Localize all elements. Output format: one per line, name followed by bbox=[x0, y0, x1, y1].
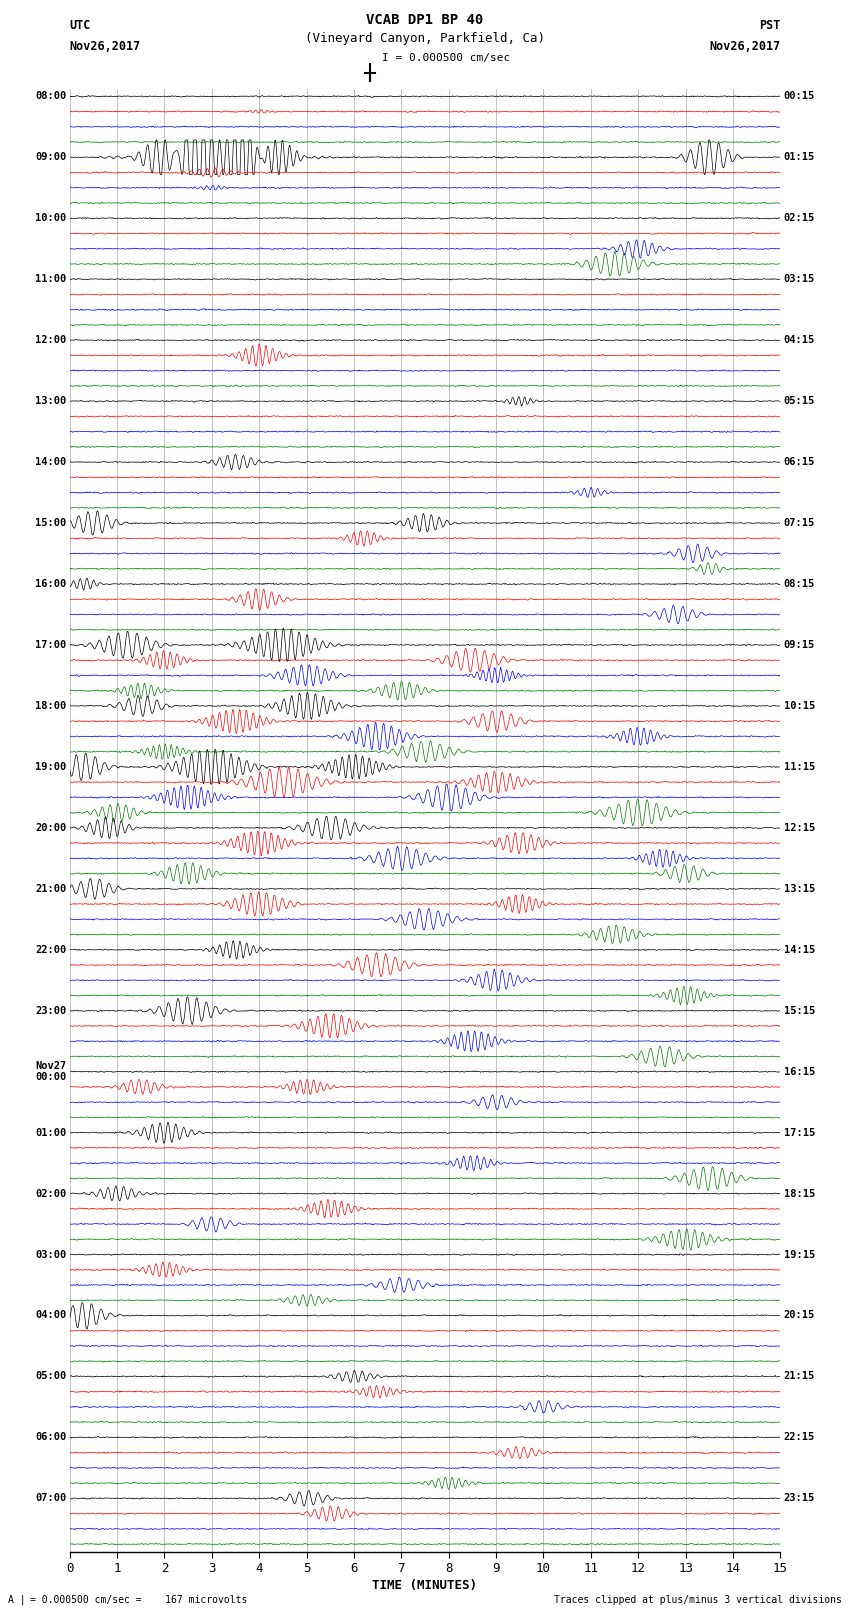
Text: 06:00: 06:00 bbox=[35, 1432, 66, 1442]
Text: 18:00: 18:00 bbox=[35, 702, 66, 711]
Text: 05:15: 05:15 bbox=[784, 397, 815, 406]
Text: 12:00: 12:00 bbox=[35, 336, 66, 345]
Text: Nov26,2017: Nov26,2017 bbox=[709, 40, 780, 53]
Text: 22:00: 22:00 bbox=[35, 945, 66, 955]
Text: 19:00: 19:00 bbox=[35, 761, 66, 773]
Text: 17:00: 17:00 bbox=[35, 640, 66, 650]
Text: 21:00: 21:00 bbox=[35, 884, 66, 894]
Text: 23:00: 23:00 bbox=[35, 1005, 66, 1016]
Text: 08:15: 08:15 bbox=[784, 579, 815, 589]
Text: 16:00: 16:00 bbox=[35, 579, 66, 589]
Text: 07:00: 07:00 bbox=[35, 1494, 66, 1503]
Text: 04:15: 04:15 bbox=[784, 336, 815, 345]
Text: 06:15: 06:15 bbox=[784, 456, 815, 468]
Text: (Vineyard Canyon, Parkfield, Ca): (Vineyard Canyon, Parkfield, Ca) bbox=[305, 32, 545, 45]
Text: 02:15: 02:15 bbox=[784, 213, 815, 223]
Text: A |: A | bbox=[8, 1594, 26, 1605]
X-axis label: TIME (MINUTES): TIME (MINUTES) bbox=[372, 1579, 478, 1592]
Text: 23:15: 23:15 bbox=[784, 1494, 815, 1503]
Text: 15:15: 15:15 bbox=[784, 1005, 815, 1016]
Text: 01:15: 01:15 bbox=[784, 152, 815, 163]
Text: 02:00: 02:00 bbox=[35, 1189, 66, 1198]
Text: 21:15: 21:15 bbox=[784, 1371, 815, 1381]
Text: 00:15: 00:15 bbox=[784, 92, 815, 102]
Text: 13:15: 13:15 bbox=[784, 884, 815, 894]
Text: 03:00: 03:00 bbox=[35, 1250, 66, 1260]
Text: 20:00: 20:00 bbox=[35, 823, 66, 832]
Text: 12:15: 12:15 bbox=[784, 823, 815, 832]
Text: 10:15: 10:15 bbox=[784, 702, 815, 711]
Text: 17:15: 17:15 bbox=[784, 1127, 815, 1137]
Text: Traces clipped at plus/minus 3 vertical divisions: Traces clipped at plus/minus 3 vertical … bbox=[553, 1595, 842, 1605]
Text: 09:00: 09:00 bbox=[35, 152, 66, 163]
Text: Nov27
00:00: Nov27 00:00 bbox=[35, 1061, 66, 1082]
Text: = 0.000500 cm/sec =    167 microvolts: = 0.000500 cm/sec = 167 microvolts bbox=[30, 1595, 247, 1605]
Text: VCAB DP1 BP 40: VCAB DP1 BP 40 bbox=[366, 13, 484, 27]
Text: 22:15: 22:15 bbox=[784, 1432, 815, 1442]
Text: PST: PST bbox=[759, 19, 780, 32]
Text: 16:15: 16:15 bbox=[784, 1066, 815, 1076]
Text: 09:15: 09:15 bbox=[784, 640, 815, 650]
Text: I = 0.000500 cm/sec: I = 0.000500 cm/sec bbox=[382, 53, 511, 63]
Text: 13:00: 13:00 bbox=[35, 397, 66, 406]
Text: 11:00: 11:00 bbox=[35, 274, 66, 284]
Text: 08:00: 08:00 bbox=[35, 92, 66, 102]
Text: Nov26,2017: Nov26,2017 bbox=[70, 40, 141, 53]
Text: 01:00: 01:00 bbox=[35, 1127, 66, 1137]
Text: 04:00: 04:00 bbox=[35, 1310, 66, 1321]
Text: 14:00: 14:00 bbox=[35, 456, 66, 468]
Text: UTC: UTC bbox=[70, 19, 91, 32]
Text: 15:00: 15:00 bbox=[35, 518, 66, 527]
Text: 07:15: 07:15 bbox=[784, 518, 815, 527]
Text: 20:15: 20:15 bbox=[784, 1310, 815, 1321]
Text: 19:15: 19:15 bbox=[784, 1250, 815, 1260]
Text: 05:00: 05:00 bbox=[35, 1371, 66, 1381]
Text: 03:15: 03:15 bbox=[784, 274, 815, 284]
Text: 14:15: 14:15 bbox=[784, 945, 815, 955]
Text: 11:15: 11:15 bbox=[784, 761, 815, 773]
Text: 10:00: 10:00 bbox=[35, 213, 66, 223]
Text: 18:15: 18:15 bbox=[784, 1189, 815, 1198]
